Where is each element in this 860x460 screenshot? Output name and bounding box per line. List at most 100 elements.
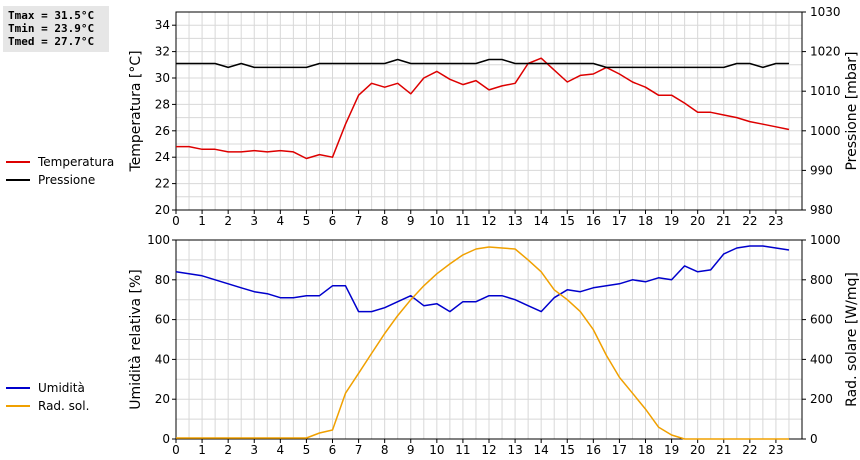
y-right-tick-label-1: 400	[810, 352, 833, 366]
y-left-tick-label-1: 100	[147, 233, 170, 247]
y-right-tick-label-0: 1020	[810, 45, 841, 59]
x-tick-label-0: 1	[198, 214, 206, 228]
legend-label-radiation: Rad. sol.	[38, 399, 90, 413]
y-right-tick-label-1: 1000	[810, 233, 841, 247]
tmin-text: Tmin = 23.9°C	[8, 22, 95, 35]
x-tick-label-1: 18	[638, 443, 653, 457]
y-left-tick-label-1: 60	[155, 313, 170, 327]
x-tick-label-0: 13	[507, 214, 522, 228]
y-right-tick-label-0: 980	[810, 203, 833, 217]
x-tick-label-1: 22	[742, 443, 757, 457]
x-tick-label-1: 21	[716, 443, 731, 457]
x-tick-label-0: 8	[381, 214, 389, 228]
y-left-tick-label-1: 20	[155, 392, 170, 406]
chart-0: 0 1 2 3 4 5 6 7 8 9 10 11 12 13 14 15 16 17 18 19 20 21 22 2320…	[128, 5, 860, 228]
y-right-title-0: Pressione [mbar]	[844, 51, 860, 170]
y-left-title-0: Temperatura [°C]	[128, 50, 144, 172]
tmax-text: Tmax = 31.5°C	[8, 9, 95, 22]
legend-bottom: Umidità Rad. sol.	[6, 379, 89, 415]
x-tick-label-0: 10	[429, 214, 444, 228]
y-left-title-1: Umidità relativa [%]	[128, 269, 144, 410]
x-tick-label-1: 17	[612, 443, 627, 457]
y-left-tick-label-1: 0	[162, 432, 170, 446]
x-tick-label-0: 9	[407, 214, 415, 228]
legend-label-humidity: Umidità	[38, 381, 85, 395]
y-left-tick-label-1: 40	[155, 352, 170, 366]
x-tick-label-0: 16	[586, 214, 601, 228]
y-left-tick-label-1: 80	[155, 273, 170, 287]
x-tick-label-1: 14	[534, 443, 549, 457]
x-tick-label-0: 4	[277, 214, 285, 228]
chart-1: 0 1 2 3 4 5 6 7 8 9 10 11 12 13 14 15 16 17 18 19 20 21 22 2302…	[128, 233, 860, 457]
legend-swatch-radiation	[6, 405, 30, 407]
x-tick-label-1: 3	[250, 443, 258, 457]
x-tick-label-1: 6	[329, 443, 337, 457]
x-tick-label-0: 6	[329, 214, 337, 228]
y-right-tick-label-1: 0	[810, 432, 818, 446]
x-tick-label-1: 23	[768, 443, 783, 457]
x-tick-label-1: 12	[481, 443, 496, 457]
x-tick-label-0: 2	[224, 214, 232, 228]
x-tick-label-1: 16	[586, 443, 601, 457]
y-right-tick-label-1: 200	[810, 392, 833, 406]
x-tick-label-0: 18	[638, 214, 653, 228]
series-line-umidit	[175, 245, 790, 313]
x-tick-label-0: 23	[768, 214, 783, 228]
x-tick-label-0: 14	[534, 214, 549, 228]
legend-item-pressure: Pressione	[6, 171, 114, 189]
y-left-tick-label-0: 34	[155, 18, 170, 32]
x-tick-label-0: 21	[716, 214, 731, 228]
legend-item-radiation: Rad. sol.	[6, 397, 89, 415]
x-tick-label-1: 5	[303, 443, 311, 457]
x-tick-label-0: 20	[690, 214, 705, 228]
legend-swatch-temperature	[6, 161, 30, 163]
series-line-temperatura	[176, 57, 790, 160]
y-left-tick-label-0: 30	[155, 71, 170, 85]
x-tick-label-1: 9	[407, 443, 415, 457]
legend-swatch-pressure	[6, 179, 30, 181]
y-right-title-1: Rad. solare [W/mq]	[844, 272, 860, 407]
y-right-tick-label-0: 1000	[810, 124, 841, 138]
x-tick-label-0: 22	[742, 214, 757, 228]
x-tick-label-0: 5	[303, 214, 311, 228]
series-line-pressione	[176, 58, 789, 69]
x-tick-label-1: 15	[560, 443, 575, 457]
y-left-tick-label-0: 24	[155, 150, 170, 164]
series-line-radsol	[176, 246, 789, 440]
x-tick-label-1: 2	[224, 443, 232, 457]
tmed-text: Tmed = 27.7°C	[8, 35, 95, 48]
x-tick-label-1: 11	[455, 443, 470, 457]
y-left-tick-label-0: 20	[155, 203, 170, 217]
stats-box: Tmax = 31.5°C Tmin = 23.9°C Tmed = 27.7°…	[3, 6, 109, 52]
legend-label-pressure: Pressione	[38, 173, 96, 187]
x-tick-label-0: 19	[664, 214, 679, 228]
y-right-tick-label-1: 800	[810, 273, 833, 287]
x-tick-label-1: 19	[664, 443, 679, 457]
y-right-tick-label-0: 1030	[810, 5, 841, 19]
x-tick-label-0: 7	[355, 214, 363, 228]
x-tick-label-1: 7	[355, 443, 363, 457]
x-tick-label-0: 11	[455, 214, 470, 228]
y-right-tick-label-0: 990	[810, 163, 833, 177]
legend-item-temperature: Temperatura	[6, 153, 114, 171]
legend-top: Temperatura Pressione	[6, 153, 114, 189]
y-left-tick-label-0: 22	[155, 177, 170, 191]
x-tick-label-0: 3	[250, 214, 258, 228]
x-tick-label-0: 15	[560, 214, 575, 228]
x-tick-label-1: 0	[172, 443, 180, 457]
x-tick-label-1: 1	[198, 443, 206, 457]
y-right-tick-label-0: 1010	[810, 84, 841, 98]
x-tick-label-1: 13	[507, 443, 522, 457]
x-tick-label-1: 4	[277, 443, 285, 457]
y-left-tick-label-0: 26	[155, 124, 170, 138]
legend-item-humidity: Umidità	[6, 379, 89, 397]
legend-label-temperature: Temperatura	[38, 155, 115, 169]
x-tick-label-1: 10	[429, 443, 444, 457]
y-left-tick-label-0: 28	[155, 97, 170, 111]
x-tick-label-0: 12	[481, 214, 496, 228]
y-right-tick-label-1: 600	[810, 313, 833, 327]
x-tick-label-1: 8	[381, 443, 389, 457]
x-tick-label-1: 20	[690, 443, 705, 457]
x-tick-label-0: 17	[612, 214, 627, 228]
